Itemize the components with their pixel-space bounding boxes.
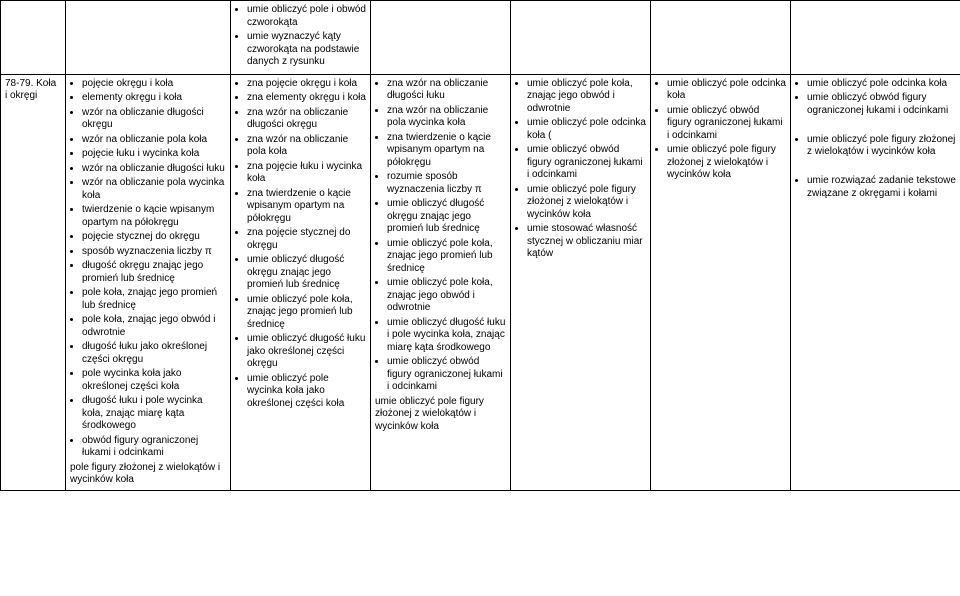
list-item: pole koła, znając jego obwód i odwrotnie <box>82 314 226 339</box>
list-item: umie obliczyć obwód figury ograniczonej … <box>807 92 956 117</box>
list-item: zna wzór na obliczanie pola koła <box>247 134 366 159</box>
list-item: zna wzór na obliczanie pola wycinka koła <box>387 105 506 130</box>
list-item: sposób wyznaczenia liczby π <box>82 246 226 259</box>
cell: zna wzór na obliczanie długości łukuzna … <box>371 74 511 490</box>
list-item: umie obliczyć długość łuku i pole wycink… <box>387 317 506 355</box>
list-item: umie obliczyć pole odcinka koła <box>807 78 956 91</box>
list-item: zna pojęcie łuku i wycinka koła <box>247 161 366 186</box>
bullet-list: umie obliczyć pole odcinka kołaumie obli… <box>795 78 956 201</box>
cell: umie obliczyć pole koła, znając jego obw… <box>511 74 651 490</box>
list-item: umie obliczyć długość okręgu znając jego… <box>387 198 506 236</box>
table-row: umie obliczyć pole i obwód czworokątaumi… <box>1 1 960 75</box>
list-item: umie obliczyć pole i obwód czworokąta <box>247 4 366 29</box>
list-item: umie obliczyć pole koła, znając jego pro… <box>387 238 506 276</box>
bullet-list: pojęcie okręgu i kołaelementy okręgu i k… <box>70 78 226 460</box>
plain-text: umie obliczyć pole figury złożonej z wie… <box>375 396 506 434</box>
list-item: rozumie sposób wyznaczenia liczby π <box>387 171 506 196</box>
bullet-list: zna wzór na obliczanie długości łukuzna … <box>375 78 506 394</box>
list-item: umie obliczyć pole wycinka koła jako okr… <box>247 373 366 411</box>
list-item: wzór na obliczanie pola wycinka koła <box>82 177 226 202</box>
list-item: umie obliczyć pole koła, znając jego obw… <box>387 277 506 315</box>
cell-empty <box>66 1 231 75</box>
list-item: twierdzenie o kącie wpisanym opartym na … <box>82 204 226 229</box>
curriculum-table: umie obliczyć pole i obwód czworokątaumi… <box>0 0 960 491</box>
list-item: wzór na obliczanie pola koła <box>82 134 226 147</box>
list-item: pole koła, znając jego promień lub średn… <box>82 287 226 312</box>
list-item <box>807 119 956 132</box>
list-item: zna wzór na obliczanie długości łuku <box>387 78 506 103</box>
list-item: zna pojęcie stycznej do okręgu <box>247 227 366 252</box>
cell: umie obliczyć pole i obwód czworokątaumi… <box>231 1 371 75</box>
table-row: 78-79. Koła i okręgi pojęcie okręgu i ko… <box>1 74 960 490</box>
list-item: umie obliczyć obwód figury ograniczonej … <box>667 105 786 143</box>
list-item: zna pojęcie okręgu i koła <box>247 78 366 91</box>
list-item: umie wyznaczyć kąty czworokąta na podsta… <box>247 31 366 69</box>
list-item: umie obliczyć obwód figury ograniczonej … <box>387 356 506 394</box>
cell: umie obliczyć pole odcinka kołaumie obli… <box>651 74 791 490</box>
list-item: obwód figury ograniczonej łukami i odcin… <box>82 435 226 460</box>
list-item: pojęcie stycznej do okręgu <box>82 231 226 244</box>
list-item: umie rozwiązać zadanie tekstowe związane… <box>807 175 956 200</box>
bullet-list: umie obliczyć pole odcinka kołaumie obli… <box>655 78 786 182</box>
list-item: umie obliczyć pole figury złożonej z wie… <box>807 134 956 159</box>
cell: zna pojęcie okręgu i kołazna elementy ok… <box>231 74 371 490</box>
list-item: umie obliczyć pole odcinka koła <box>667 78 786 103</box>
bullet-list: umie obliczyć pole koła, znając jego obw… <box>515 78 646 261</box>
list-item: pojęcie okręgu i koła <box>82 78 226 91</box>
cell: pojęcie okręgu i kołaelementy okręgu i k… <box>66 74 231 490</box>
list-item: umie obliczyć pole koła, znając jego pro… <box>247 294 366 332</box>
list-item: pole wycinka koła jako określonej części… <box>82 368 226 393</box>
list-item: umie obliczyć obwód figury ograniczonej … <box>527 144 646 182</box>
cell: umie obliczyć pole odcinka kołaumie obli… <box>791 74 960 490</box>
list-item: długość łuku i pole wycinka koła, znając… <box>82 395 226 433</box>
list-item: wzór na obliczanie długości łuku <box>82 163 226 176</box>
list-item: umie obliczyć pole figury złożonej z wie… <box>667 144 786 182</box>
row-header: 78-79. Koła i okręgi <box>1 74 66 490</box>
list-item: zna wzór na obliczanie długości okręgu <box>247 107 366 132</box>
list-item: długość okręgu znając jego promień lub ś… <box>82 260 226 285</box>
cell-empty <box>651 1 791 75</box>
list-item: umie obliczyć pole odcinka koła ( <box>527 117 646 142</box>
bullet-list: zna pojęcie okręgu i kołazna elementy ok… <box>235 78 366 411</box>
plain-text: pole figury złożonej z wielokątów i wyci… <box>70 462 226 487</box>
list-item: umie stosować własność stycznej w oblicz… <box>527 223 646 261</box>
list-item: wzór na obliczanie długości okręgu <box>82 107 226 132</box>
list-item: zna twierdzenie o kącie wpisanym opartym… <box>387 132 506 170</box>
list-item: umie obliczyć pole figury złożonej z wie… <box>527 184 646 222</box>
list-item: umie obliczyć długość łuku jako określon… <box>247 333 366 371</box>
list-item: elementy okręgu i koła <box>82 92 226 105</box>
list-item: umie obliczyć pole koła, znając jego obw… <box>527 78 646 116</box>
cell-empty <box>1 1 66 75</box>
cell-empty <box>511 1 651 75</box>
list-item: zna elementy okręgu i koła <box>247 92 366 105</box>
list-item: umie obliczyć długość okręgu znając jego… <box>247 254 366 292</box>
list-item: pojęcie łuku i wycinka koła <box>82 148 226 161</box>
cell-empty <box>371 1 511 75</box>
list-item <box>807 161 956 174</box>
bullet-list: umie obliczyć pole i obwód czworokątaumi… <box>235 4 366 69</box>
list-item: zna twierdzenie o kącie wpisanym opartym… <box>247 188 366 226</box>
cell-empty <box>791 1 960 75</box>
list-item: długość łuku jako określonej części okrę… <box>82 341 226 366</box>
